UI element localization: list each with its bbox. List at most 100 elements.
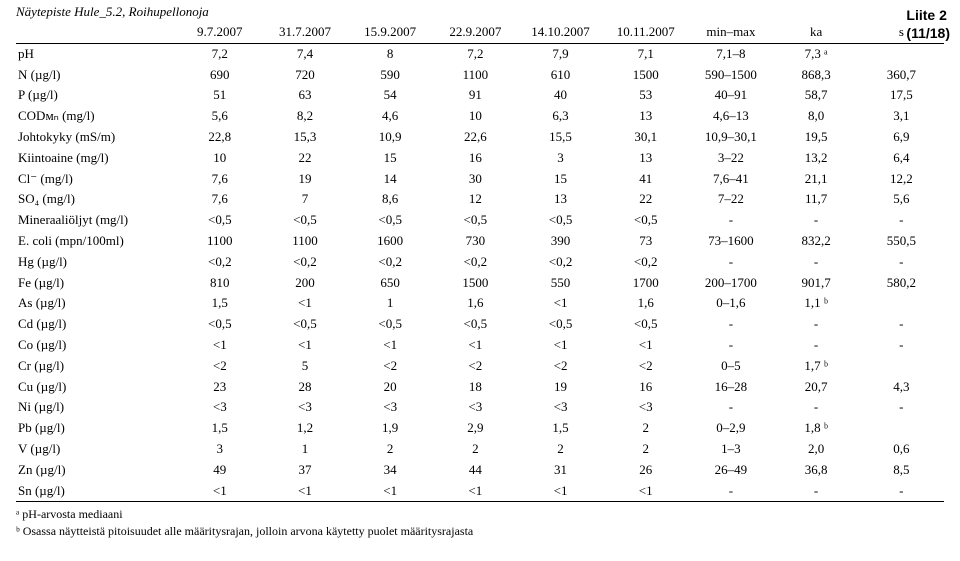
cell: -	[688, 210, 773, 231]
cell: <3	[348, 397, 433, 418]
cell: 26	[603, 460, 688, 481]
row-label: Cd (µg/l)	[16, 314, 177, 335]
cell: 868,3	[774, 65, 859, 86]
cell: 8,6	[348, 189, 433, 210]
page-container: Näytepiste Hule_5.2, Roihupellonoja 9.7.…	[0, 0, 960, 544]
footnote-a: ᵃ pH-arvosta mediaani	[16, 506, 944, 523]
cell: 10	[433, 106, 518, 127]
cell: <1	[348, 335, 433, 356]
cell: 7,1–8	[688, 43, 773, 64]
column-header: 10.11.2007	[603, 22, 688, 43]
header-blank	[16, 22, 177, 43]
cell: 2	[603, 418, 688, 439]
cell: 4,6–13	[688, 106, 773, 127]
cell: 730	[433, 231, 518, 252]
cell: <3	[603, 397, 688, 418]
cell: 73–1600	[688, 231, 773, 252]
cell: 901,7	[774, 273, 859, 294]
cell: 2	[518, 439, 603, 460]
cell: 0,6	[859, 439, 944, 460]
appendix-label: Liite 2 (11/18)	[906, 6, 950, 42]
cell: <0,5	[518, 210, 603, 231]
cell: 6,9	[859, 127, 944, 148]
cell: 20,7	[774, 377, 859, 398]
cell: -	[859, 335, 944, 356]
cell: <2	[348, 356, 433, 377]
cell: 40–91	[688, 85, 773, 106]
cell: 610	[518, 65, 603, 86]
cell: <0,2	[433, 252, 518, 273]
cell: 12,2	[859, 169, 944, 190]
cell: 8,5	[859, 460, 944, 481]
cell: 19	[262, 169, 347, 190]
cell: 1500	[603, 65, 688, 86]
row-label: Zn (µg/l)	[16, 460, 177, 481]
cell: 5,6	[859, 189, 944, 210]
appendix-line1: Liite 2	[906, 6, 950, 24]
cell: 810	[177, 273, 262, 294]
cell: 22	[603, 189, 688, 210]
row-label: SO₄ (mg/l)	[16, 189, 177, 210]
cell: <0,2	[177, 252, 262, 273]
cell: 1–3	[688, 439, 773, 460]
cell: 0–2,9	[688, 418, 773, 439]
row-label: N (µg/l)	[16, 65, 177, 86]
cell: 8,2	[262, 106, 347, 127]
cell: <1	[518, 481, 603, 502]
cell: 550	[518, 273, 603, 294]
cell: -	[859, 314, 944, 335]
cell: -	[688, 252, 773, 273]
cell: <2	[433, 356, 518, 377]
cell: 30	[433, 169, 518, 190]
cell: <3	[518, 397, 603, 418]
cell: -	[688, 335, 773, 356]
cell: 1100	[433, 65, 518, 86]
cell: 390	[518, 231, 603, 252]
cell: 6,3	[518, 106, 603, 127]
cell: 41	[603, 169, 688, 190]
cell: 590	[348, 65, 433, 86]
row-label: Hg (µg/l)	[16, 252, 177, 273]
cell: <3	[433, 397, 518, 418]
cell: 13,2	[774, 148, 859, 169]
cell: 1500	[433, 273, 518, 294]
cell: 13	[603, 106, 688, 127]
cell: 19	[518, 377, 603, 398]
cell: 12	[433, 189, 518, 210]
cell: 49	[177, 460, 262, 481]
cell: 30,1	[603, 127, 688, 148]
cell: 1	[262, 439, 347, 460]
cell: -	[859, 252, 944, 273]
cell: 8	[348, 43, 433, 64]
cell: 11,7	[774, 189, 859, 210]
row-label: P (µg/l)	[16, 85, 177, 106]
cell: 2,0	[774, 439, 859, 460]
cell: -	[774, 335, 859, 356]
cell: <1	[262, 293, 347, 314]
cell	[859, 293, 944, 314]
cell: <0,5	[603, 314, 688, 335]
cell: <2	[518, 356, 603, 377]
row-label: Kiintoaine (mg/l)	[16, 148, 177, 169]
row-label: pH	[16, 43, 177, 64]
cell: 2,9	[433, 418, 518, 439]
cell: 13	[603, 148, 688, 169]
cell: 7,6	[177, 169, 262, 190]
column-header: 31.7.2007	[262, 22, 347, 43]
cell: 3,1	[859, 106, 944, 127]
cell: 54	[348, 85, 433, 106]
cell: <0,2	[348, 252, 433, 273]
cell: 1,6	[433, 293, 518, 314]
cell: 28	[262, 377, 347, 398]
cell: -	[688, 314, 773, 335]
cell: -	[774, 210, 859, 231]
row-label: Cr (µg/l)	[16, 356, 177, 377]
cell: <1	[433, 335, 518, 356]
cell: <1	[603, 481, 688, 502]
cell: 15	[518, 169, 603, 190]
cell: <3	[177, 397, 262, 418]
row-label: Cu (µg/l)	[16, 377, 177, 398]
cell: <1	[177, 335, 262, 356]
cell: 6,4	[859, 148, 944, 169]
footnotes: ᵃ pH-arvosta mediaani ᵇ Osassa näytteist…	[16, 506, 944, 540]
